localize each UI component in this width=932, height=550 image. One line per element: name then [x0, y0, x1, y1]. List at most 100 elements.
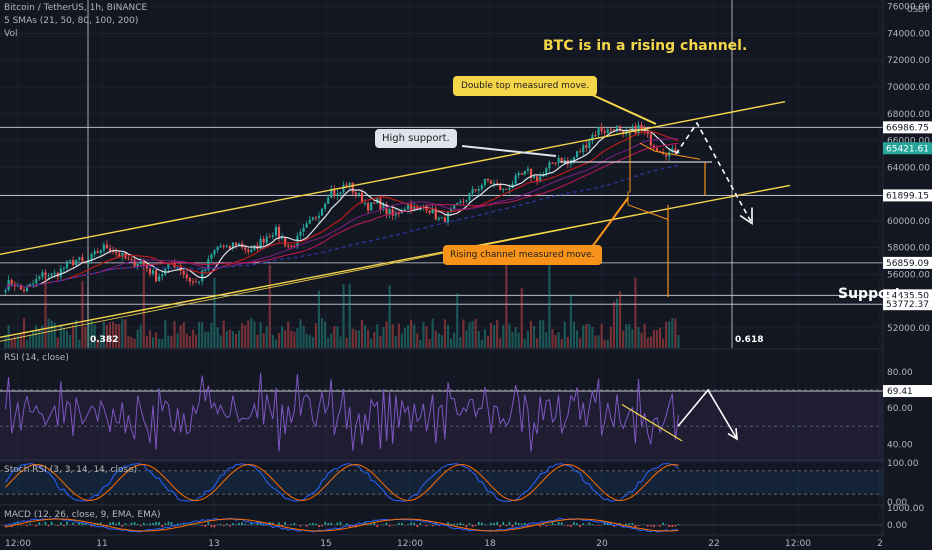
volume-bar [317, 290, 321, 348]
volume-bar [167, 335, 170, 348]
candle-body [354, 192, 357, 195]
candle-body [65, 261, 69, 269]
double-top-callout[interactable]: Double top measured move. [453, 76, 598, 96]
macd-histogram-bar [56, 525, 59, 526]
macd-histogram-bar [465, 525, 468, 528]
candle-body [72, 260, 75, 266]
volume-bar [210, 323, 213, 348]
volume-bar [234, 333, 238, 348]
candle-body [529, 168, 533, 178]
candle-body [133, 259, 136, 268]
candle-body [545, 168, 548, 174]
volume-bar [38, 329, 41, 348]
volume-bar [308, 334, 311, 348]
candle-body [403, 209, 407, 212]
volume-bar [548, 261, 551, 348]
volume-bar [640, 332, 643, 348]
volume-bar [532, 325, 536, 348]
rsi-legend[interactable]: RSI (14, close) [4, 353, 69, 363]
candle-body [554, 162, 557, 164]
macd-histogram-bar [127, 525, 130, 526]
volume-legend[interactable]: Vol [4, 29, 18, 39]
volume-bar [115, 324, 118, 348]
macd-histogram-bar [216, 524, 219, 525]
candle-body [483, 178, 486, 185]
volume-bar [10, 338, 13, 348]
candle-body [271, 235, 274, 237]
volume-bar [130, 336, 133, 348]
candle-body [201, 270, 204, 282]
candle-body [121, 252, 124, 257]
macd-histogram-bar [44, 521, 47, 525]
volume-bar [59, 324, 62, 348]
price-tick-label: 76000.00 [887, 3, 930, 13]
macd-histogram-bar [514, 521, 517, 525]
volume-bar [290, 330, 293, 348]
volume-bar [456, 293, 459, 348]
macd-histogram-bar [330, 522, 333, 525]
candle-body [228, 245, 231, 249]
macd-histogram-bar [210, 525, 213, 528]
candle-body [136, 263, 139, 268]
projection-path [675, 121, 753, 224]
volume-bar [173, 321, 176, 348]
candle-body [357, 192, 360, 195]
macd-histogram-bar [484, 524, 486, 525]
volume-bar [551, 328, 554, 348]
currency-label: USDT [907, 5, 929, 14]
volume-bar [529, 320, 533, 348]
macd-histogram-bar [662, 522, 664, 525]
time-tick-label: 13 [208, 539, 219, 549]
price-axis: 76000.00 74000.00 72000.00 70000.00 68000.00… [882, 0, 932, 550]
macd-histogram-bar [646, 525, 649, 527]
symbol-title[interactable]: Bitcoin / TetherUS, 1h, BINANCE [4, 3, 148, 13]
candle-body [486, 178, 490, 181]
volume-bar [219, 335, 222, 348]
macd-histogram-bar [336, 522, 339, 525]
volume-bar [62, 327, 65, 348]
sma-legend[interactable]: 5 SMAs (21, 50, 80, 100, 200) [4, 16, 139, 26]
macd-histogram-bar [579, 525, 581, 528]
volume-bar [643, 323, 646, 348]
macd-histogram-bar [284, 522, 286, 525]
macd-histogram-bar [520, 523, 523, 525]
volume-bar [413, 324, 416, 348]
candle-body [603, 131, 606, 133]
volume-bar [428, 339, 431, 348]
volume-bar [437, 333, 440, 348]
volume-bar [191, 329, 195, 348]
candle-body [579, 151, 582, 153]
candle-body [499, 184, 502, 191]
macd-histogram-bar [182, 524, 185, 525]
rsi-tick-label: 40.00 [887, 440, 913, 450]
volume-bar [339, 336, 342, 348]
channel-move-callout[interactable]: Rising channel measured move. [443, 245, 602, 265]
volume-bar [585, 323, 588, 348]
candle-body [222, 245, 225, 247]
sma-50-line [4, 130, 679, 291]
macd-histogram-bar [201, 525, 203, 526]
volume-bar [284, 330, 287, 348]
candle-body [619, 126, 622, 131]
rsi-divergence-line [621, 403, 683, 442]
macd-histogram-bar [591, 524, 594, 525]
macd-legend[interactable]: MACD (12, 26, close, 9, EMA, EMA) [4, 510, 161, 520]
high-support-callout[interactable]: High support. [375, 129, 457, 148]
macd-histogram-bar [373, 521, 376, 525]
candle-body [646, 131, 649, 134]
macd-histogram-bar [244, 523, 247, 525]
candle-body [191, 281, 195, 283]
macd-histogram-bar [318, 525, 320, 527]
volume-bar [222, 320, 225, 348]
candle-body [385, 204, 388, 214]
macd-histogram-bar [60, 522, 62, 525]
stoch-rsi-legend[interactable]: Stoch RSI (3, 3, 14, 14, close) [4, 465, 138, 475]
stoch-tick-label: 100.00 [887, 459, 919, 469]
volume-bar [47, 318, 50, 348]
macd-histogram-bar [453, 523, 455, 525]
volume-bar [274, 339, 278, 348]
volume-bar [179, 325, 182, 348]
volume-bar [474, 318, 477, 348]
macd-histogram-bar [146, 524, 148, 525]
candle-body [523, 170, 526, 175]
